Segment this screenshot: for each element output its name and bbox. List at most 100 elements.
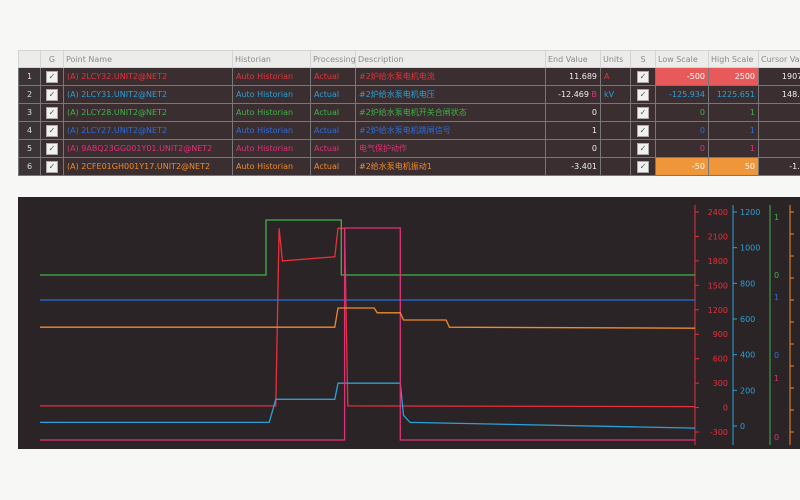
- description: #2炉给水泵电机电流: [355, 67, 546, 86]
- cursor-value: 0: [758, 139, 800, 158]
- point-name: (A) 2LCY31.UNIT2@NET2: [63, 85, 233, 104]
- low-scale: -125.934: [655, 85, 709, 104]
- historian: Auto Historian: [232, 157, 311, 176]
- table-row[interactable]: 3 ✓ (A) 2LCY28.UNIT2@NET2 Auto Historian Act…: [18, 103, 800, 122]
- cyan-axis-label: 800: [740, 279, 755, 288]
- low-scale: 0: [655, 121, 709, 140]
- row-index: 3: [18, 103, 41, 122]
- row-index: 6: [18, 157, 41, 176]
- column-header[interactable]: Cursor Va: [758, 50, 800, 68]
- processing: Actual: [310, 67, 356, 86]
- table-row[interactable]: 6 ✓ (A) 2CFE01GH001Y17.UNIT2@NET2 Auto Hist…: [18, 157, 800, 176]
- graph-checkbox[interactable]: ✓: [46, 106, 58, 119]
- graph-checkbox[interactable]: ✓: [46, 70, 58, 83]
- pink-axis-label: 0: [774, 433, 779, 442]
- table-row[interactable]: 2 ✓ (A) 2LCY31.UNIT2@NET2 Auto Historian Act…: [18, 85, 800, 104]
- red-axis-label: -300: [710, 428, 728, 437]
- point-name: (A) 2CFE01GH001Y17.UNIT2@NET2: [63, 157, 233, 176]
- high-scale: 50: [708, 157, 759, 176]
- scale-checkbox[interactable]: ✓: [637, 70, 649, 83]
- red-axis-label: 300: [713, 379, 728, 388]
- historian: Auto Historian: [232, 67, 311, 86]
- row-index: 2: [18, 85, 41, 104]
- end-value: 1: [545, 121, 601, 140]
- cursor-value: 148.188: [758, 85, 800, 104]
- column-header[interactable]: Units: [600, 50, 631, 68]
- graph-checkbox[interactable]: ✓: [46, 88, 58, 101]
- historian: Auto Historian: [232, 139, 311, 158]
- end-value: 11.689: [545, 67, 601, 86]
- low-scale: -50: [655, 157, 709, 176]
- table-row[interactable]: 5 ✓ (A) 9ABQ23GG001Y01.UNIT2@NET2 Auto Hist…: [18, 139, 800, 158]
- scale-checkbox[interactable]: ✓: [637, 88, 649, 101]
- column-header[interactable]: End Value: [545, 50, 601, 68]
- orange-series-line: [40, 307, 696, 329]
- table-row[interactable]: 1 ✓ (A) 2LCY32.UNIT2@NET2 Auto Historian Act…: [18, 67, 800, 86]
- high-scale: 2500: [708, 67, 759, 86]
- row-index: 5: [18, 139, 41, 158]
- low-scale: 0: [655, 103, 709, 122]
- graph-checkbox[interactable]: ✓: [46, 142, 58, 155]
- column-header[interactable]: S: [630, 50, 656, 68]
- end-value: 0: [545, 139, 601, 158]
- red-axis-label: 1800: [708, 257, 728, 266]
- units: kV: [600, 85, 631, 104]
- high-scale: 1225.651: [708, 85, 759, 104]
- cyan-axis-label: 1000: [740, 244, 760, 253]
- processing: Actual: [310, 121, 356, 140]
- blue-axis-label: 1: [774, 293, 779, 302]
- row-index: 1: [18, 67, 41, 86]
- cyan-axis-label: 1200: [740, 208, 760, 217]
- table-header: G Point Name Historian Processing Descriptio…: [18, 50, 800, 68]
- red-axis-label: 1500: [708, 281, 728, 290]
- historian: Auto Historian: [232, 103, 311, 122]
- point-name: (A) 2LCY32.UNIT2@NET2: [63, 67, 233, 86]
- description: #2炉给水泵电机开关合闸状态: [355, 103, 546, 122]
- units: [600, 139, 631, 158]
- description: 电气保护动作: [355, 139, 546, 158]
- scale-checkbox[interactable]: ✓: [637, 106, 649, 119]
- red-axis-label: 2100: [708, 232, 728, 241]
- cursor-value: 1: [758, 103, 800, 122]
- column-header[interactable]: [18, 50, 41, 68]
- processing: Actual: [310, 157, 356, 176]
- scale-checkbox[interactable]: ✓: [637, 160, 649, 173]
- cyan-axis-label: 200: [740, 386, 755, 395]
- description: #2炉给水泵电机电压: [355, 85, 546, 104]
- column-header[interactable]: Historian: [232, 50, 311, 68]
- column-header[interactable]: Point Name: [63, 50, 233, 68]
- point-name: (A) 2LCY27.UNIT2@NET2: [63, 121, 233, 140]
- green-axis-label: 1: [774, 213, 779, 222]
- column-header[interactable]: High Scale: [708, 50, 759, 68]
- column-header[interactable]: Low Scale: [655, 50, 709, 68]
- column-header[interactable]: Processing: [310, 50, 356, 68]
- table-row[interactable]: 4 ✓ (A) 2LCY27.UNIT2@NET2 Auto Historian Act…: [18, 121, 800, 140]
- cursor-value: 1907.57: [758, 67, 800, 86]
- column-header[interactable]: G: [40, 50, 64, 68]
- red-axis-label: 600: [713, 355, 728, 364]
- row-index: 4: [18, 121, 41, 140]
- column-header[interactable]: Description: [355, 50, 546, 68]
- graph-checkbox[interactable]: ✓: [46, 160, 58, 173]
- description: #2炉给水泵电机跳闸信号: [355, 121, 546, 140]
- trend-chart-svg[interactable]: 240021001800150012009006003000-300120010…: [18, 197, 800, 449]
- scale-checkbox[interactable]: ✓: [637, 142, 649, 155]
- cyan-axis-label: 0: [740, 422, 745, 431]
- pink-series-line: [40, 227, 695, 441]
- processing: Actual: [310, 139, 356, 158]
- scale-checkbox[interactable]: ✓: [637, 124, 649, 137]
- historian: Auto Historian: [232, 121, 311, 140]
- red-axis-label: 2400: [708, 208, 728, 217]
- graph-checkbox[interactable]: ✓: [46, 124, 58, 137]
- pink-axis-label: 1: [774, 374, 779, 383]
- blue-axis-label: 0: [774, 351, 779, 360]
- units: [600, 157, 631, 176]
- cyan-series-line: [40, 382, 696, 429]
- point-name: (A) 2LCY28.UNIT2@NET2: [63, 103, 233, 122]
- trend-points-table: G Point Name Historian Processing Descriptio…: [18, 50, 800, 176]
- cyan-axis-label: 400: [740, 351, 755, 360]
- trend-chart[interactable]: 2400 2100 1800 1500 1200 900 600 300 0 -300 1200 10…: [18, 197, 800, 449]
- high-scale: 1: [708, 121, 759, 140]
- red-axis-label: 1200: [708, 306, 728, 315]
- high-scale: 1: [708, 103, 759, 122]
